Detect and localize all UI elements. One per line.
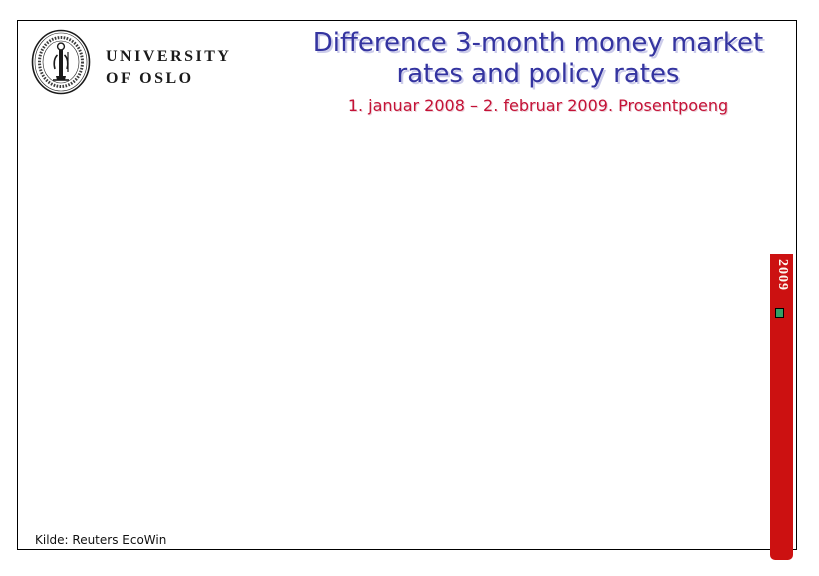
source-note: Kilde: Reuters EcoWin xyxy=(35,533,167,547)
slide-frame xyxy=(17,20,797,550)
title-block: Difference 3-month money market rates an… xyxy=(283,28,793,115)
university-wordmark-line2: OF OSLO xyxy=(106,70,194,87)
university-wordmark: UNIVERSITY OF OSLO xyxy=(106,46,231,90)
chart-legend-marker-icon xyxy=(775,308,784,318)
chart-year-label: 2009 xyxy=(774,259,790,291)
slide-title-line1: Difference 3-month money market xyxy=(312,28,764,58)
university-logo: UNIVERSITY OF OSLO xyxy=(30,28,231,96)
chart-year-band: 2009 xyxy=(770,254,793,560)
slide-title-line2: rates and policy rates xyxy=(396,59,680,89)
chart-year-label-wrap: 2009 xyxy=(770,259,793,291)
slide-subtitle: 1. januar 2008 – 2. februar 2009. Prosen… xyxy=(347,96,729,115)
university-wordmark-line1: UNIVERSITY xyxy=(106,48,232,65)
university-seal-icon xyxy=(31,29,91,95)
